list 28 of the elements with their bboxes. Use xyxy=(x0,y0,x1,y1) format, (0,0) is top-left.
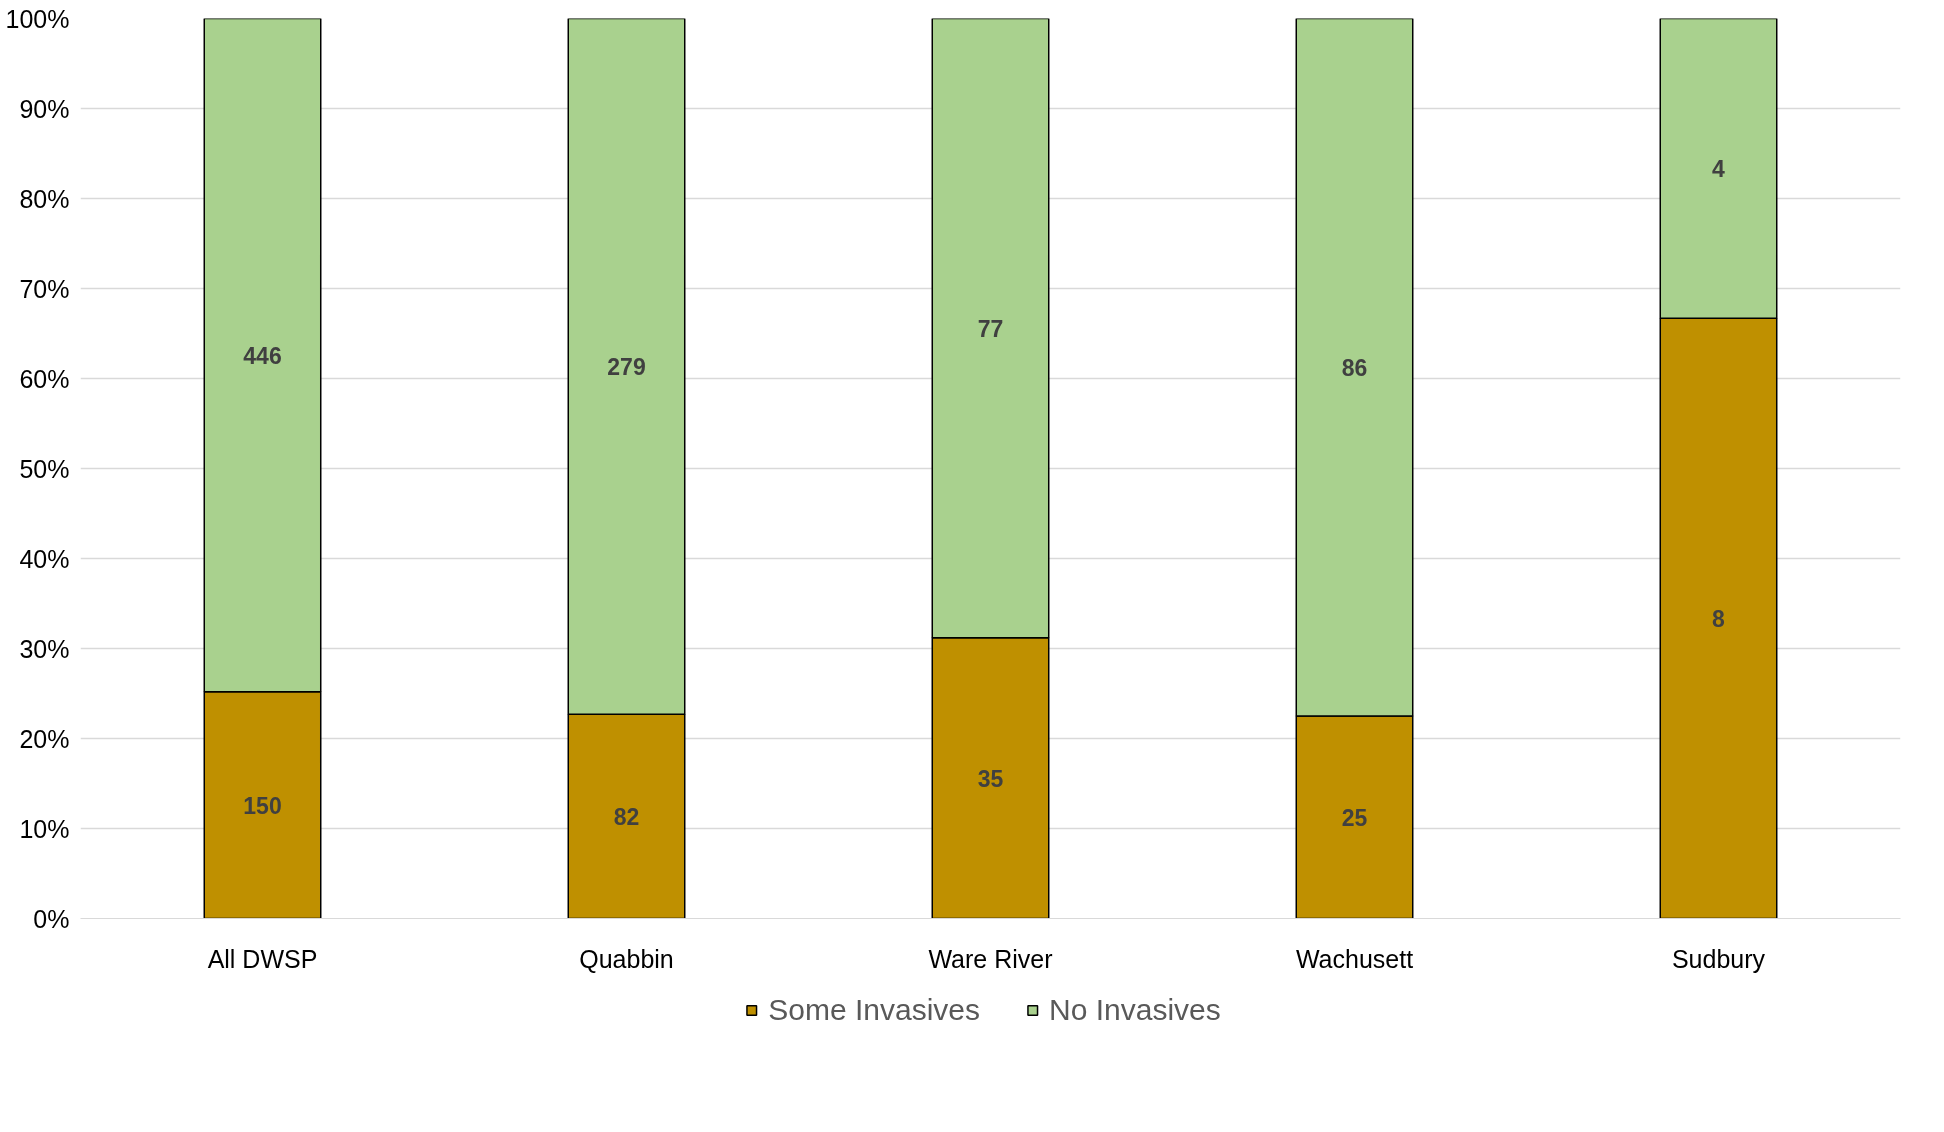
annotation: 82 xyxy=(613,803,640,830)
y-tick-label: 30% xyxy=(19,634,70,663)
annotation: 86 xyxy=(1341,354,1368,381)
x-tick-label: Quabbin xyxy=(579,944,674,973)
legend-label: No Invasives xyxy=(1049,993,1221,1027)
y-tick-label: 40% xyxy=(19,544,70,573)
legend-label: Some Invasives xyxy=(768,993,981,1027)
y-tick-label: 70% xyxy=(19,274,70,303)
y-tick-label: 10% xyxy=(19,814,70,843)
x-tick-label: Wachusett xyxy=(1295,944,1414,973)
annotation: 4 xyxy=(1712,155,1726,182)
annotation: 279 xyxy=(607,353,646,380)
annotation: 8 xyxy=(1712,605,1726,632)
y-tick-label: 20% xyxy=(19,724,70,753)
annotation: 150 xyxy=(243,792,282,819)
y-tick-label: 0% xyxy=(33,904,70,933)
y-tick-label: 60% xyxy=(19,364,70,393)
annotation: 35 xyxy=(977,765,1004,792)
annotation: 446 xyxy=(243,342,282,369)
x-tick-label: All DWSP xyxy=(207,944,318,973)
y-tick-label: 80% xyxy=(19,184,70,213)
x-tick-label: Ware River xyxy=(928,944,1053,973)
y-tick-label: 90% xyxy=(19,94,70,123)
x-tick-label: Sudbury xyxy=(1671,944,1766,973)
y-tick-label: 100% xyxy=(5,4,70,33)
y-tick-label: 50% xyxy=(19,454,70,483)
annotation: 25 xyxy=(1341,804,1368,831)
annotation: 77 xyxy=(977,315,1004,342)
